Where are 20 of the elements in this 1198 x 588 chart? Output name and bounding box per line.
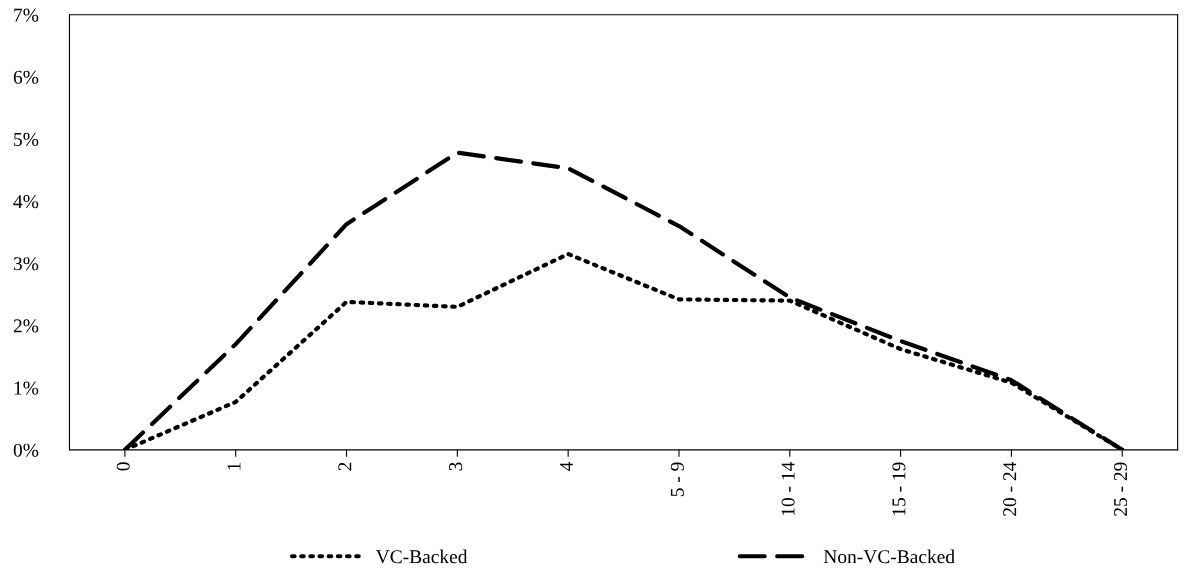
x-tick-label: 3 <box>449 462 463 471</box>
legend-label: Non-VC-Backed <box>823 549 955 564</box>
x-tick-label: 25 - 29 <box>1114 462 1128 516</box>
y-tick-label: 1% <box>14 381 39 395</box>
y-tick-label: 4% <box>13 195 39 209</box>
y-tick-label: 2% <box>13 319 39 333</box>
y-tick-label: 3% <box>13 257 39 271</box>
x-tick-label: 5 - 9 <box>670 462 684 497</box>
y-tick-label: 5% <box>14 132 39 147</box>
x-tick-label: 4 <box>560 461 573 471</box>
x-tick-label: 10 - 14 <box>781 461 795 515</box>
y-tick-label: 7% <box>14 8 39 22</box>
legend-label: VC-Backed <box>375 549 468 564</box>
x-tick-label: 1 <box>227 462 241 470</box>
y-tick-label: 0% <box>13 443 39 457</box>
x-tick-label: 20 - 24 <box>1003 461 1017 516</box>
x-tick-label: 2 <box>338 462 352 471</box>
x-tick-label: 15 - 19 <box>892 462 906 515</box>
y-tick-label: 6% <box>13 70 39 84</box>
x-tick-label: 0 <box>116 462 130 471</box>
